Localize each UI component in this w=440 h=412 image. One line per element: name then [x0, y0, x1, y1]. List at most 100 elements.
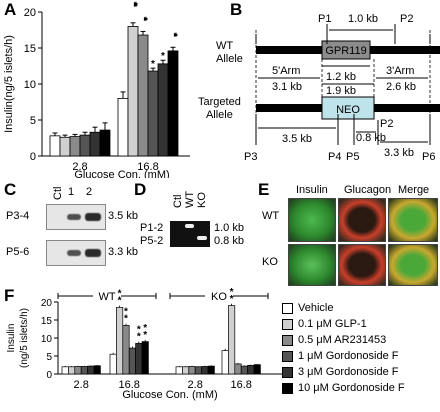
gpr119-label: GPR119: [325, 45, 366, 57]
row-p5-2-label: P5-2: [140, 235, 164, 247]
legend-item: 10 μM Gordonoside F: [282, 380, 440, 396]
legend-swatch: [282, 366, 293, 378]
a-bar: [167, 50, 179, 157]
f-x-axis-label: Glucose Con. (mM): [122, 389, 217, 401]
f-bar: [201, 366, 209, 375]
f-bar: [247, 365, 255, 375]
lane-d-ko-label: KO: [196, 192, 208, 208]
legend-item: 1 μM Gordonoside F: [282, 348, 440, 364]
a-bar: [79, 134, 91, 157]
f-bar: [87, 365, 95, 375]
targeted-allele-label: Targeted Allele: [198, 96, 241, 121]
wt-merge-image: [388, 198, 438, 242]
size-3-5-label: 3.5 kb: [108, 210, 138, 222]
f-y-axis-label: (ng/5 islets/h): [19, 308, 30, 368]
primer-p3-label: P3: [244, 151, 257, 163]
legend-item: 3 μM Gordonoside F: [282, 364, 440, 380]
f-y-tick-label: 15: [41, 316, 53, 327]
f-x-tick-label: 2.8: [74, 379, 89, 391]
primer-p2-bottom-label: P2: [380, 118, 393, 130]
a-x-tick-label: 2.8: [72, 161, 87, 173]
f-bar: [135, 343, 143, 375]
f-bar: [207, 365, 215, 375]
primer-p1-label: P1: [318, 13, 331, 25]
arm5-length-label: 3.1 kb: [272, 81, 302, 93]
a-sig-label: ***: [128, 1, 139, 7]
legend-swatch: [282, 318, 293, 330]
a-sig-label: **: [138, 17, 149, 22]
a-sig-label: *: [151, 59, 155, 70]
f-bar: [74, 366, 82, 375]
row-p5-6-label: P5-6: [6, 246, 30, 258]
f-bar: [80, 366, 88, 375]
legend-label: Vehicle: [298, 302, 334, 314]
f-x-tick-label: 16.8: [230, 379, 251, 391]
a-bar: [59, 136, 71, 157]
arm3-label: 3'Arm: [386, 65, 414, 77]
f-sig-label: *: [143, 323, 147, 334]
f-bar: [221, 350, 229, 375]
legend-swatch: [282, 302, 293, 314]
a-y-tick-label: 0: [30, 151, 36, 163]
f-sig-label: *: [143, 330, 147, 341]
distance-1-2-label: 1.2 kb: [326, 71, 356, 83]
a-bar: [69, 136, 81, 157]
f-bar: [228, 305, 236, 375]
panel-label-b: B: [230, 0, 243, 19]
distance-3-5-label: 3.5 kb: [282, 133, 312, 145]
legend-swatch: [282, 334, 293, 346]
legend-label: 0.5 μM AR231453: [298, 334, 387, 346]
wt-glucagon-image: [338, 198, 386, 242]
f-y-tick-label: 0: [46, 370, 52, 381]
panel-label-a: A: [4, 0, 17, 19]
f-sig-label: *: [230, 287, 234, 298]
legend-f: Vehicle 0.1 μM GLP-1 0.5 μM AR231453 1 μM G…: [282, 300, 440, 396]
a-sig-label: *: [161, 51, 165, 62]
gel-c-bottom: [46, 240, 106, 266]
a-sig-label: **: [168, 32, 179, 37]
f-bar: [141, 341, 149, 375]
legend-swatch: [282, 350, 293, 362]
f-bar: [234, 363, 242, 375]
a-bar: [89, 131, 101, 157]
f-sig-label: *: [137, 332, 141, 343]
a-y-tick-label: 10: [24, 79, 36, 91]
f-x-tick-label: 2.8: [188, 379, 203, 391]
f-y-tick-label: 20: [41, 298, 53, 309]
col-glucagon-label: Glucagon: [344, 184, 392, 196]
f-bar: [188, 366, 196, 375]
f-bar: [122, 325, 130, 375]
f-bar: [116, 307, 124, 375]
f-bar: [240, 365, 248, 375]
f-bar: [253, 364, 261, 375]
lane-2-label: 2: [86, 186, 93, 198]
distance-3-3-label: 3.3 kb: [384, 147, 414, 159]
distance-1-9-label: 1.9 kb: [326, 85, 356, 97]
f-sig-label: *: [124, 307, 128, 318]
legend-item: 0.5 μM AR231453: [282, 332, 440, 348]
legend-label: 1 μM Gordonoside F: [298, 350, 399, 362]
legend-item: Vehicle: [282, 300, 440, 316]
primer-p6-label: P6: [422, 151, 435, 163]
f-sig-label: *: [124, 314, 128, 325]
a-y-axis-label: Insulin(ng/5 islets/h): [3, 35, 15, 133]
ko-glucagon-image: [338, 244, 386, 286]
primer-p2-top-label: P2: [400, 13, 413, 25]
f-bar: [93, 365, 101, 375]
row-ko-label: KO: [262, 256, 278, 268]
f-group-label: WT: [98, 291, 115, 303]
a-bar: [137, 34, 149, 157]
a-y-tick-label: 5: [30, 115, 36, 127]
f-bar: [109, 353, 117, 375]
primer-p4-label: P4: [328, 151, 341, 163]
arm5-label: 5'Arm: [272, 65, 300, 77]
f-y-tick-label: 5: [46, 352, 52, 363]
panel-label-c: C: [4, 180, 17, 199]
f-x-tick-label: 16.8: [118, 379, 139, 391]
f-sig-label: *: [230, 294, 234, 305]
panel-label-f: F: [4, 286, 15, 305]
distance-0-8-label: 0.8 kb: [356, 132, 386, 144]
a-bar: [157, 63, 169, 157]
